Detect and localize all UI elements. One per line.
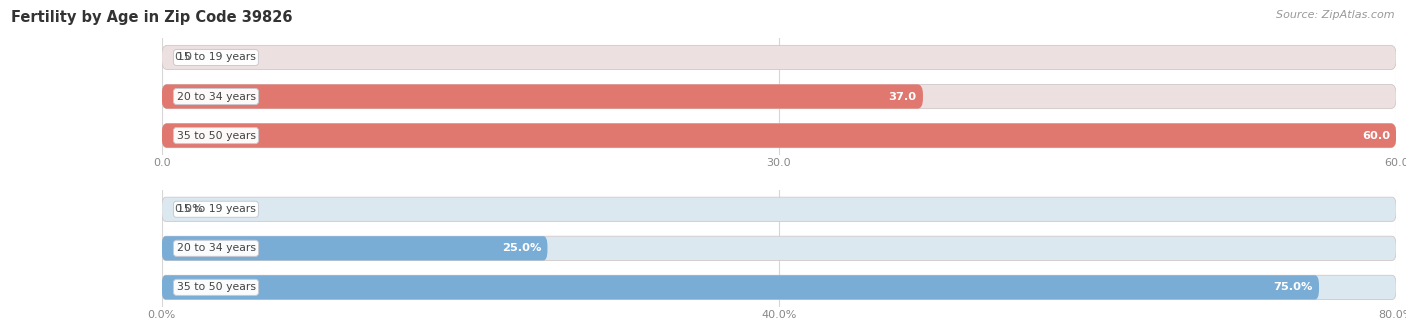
Text: Source: ZipAtlas.com: Source: ZipAtlas.com [1277, 10, 1395, 20]
FancyBboxPatch shape [162, 84, 1396, 109]
FancyBboxPatch shape [162, 236, 1396, 260]
FancyBboxPatch shape [162, 84, 922, 109]
Text: 60.0: 60.0 [1362, 131, 1391, 141]
FancyBboxPatch shape [162, 275, 1396, 300]
Text: 20 to 34 years: 20 to 34 years [177, 243, 256, 253]
Text: 75.0%: 75.0% [1274, 282, 1313, 292]
FancyBboxPatch shape [162, 123, 1396, 148]
Text: 35 to 50 years: 35 to 50 years [177, 131, 256, 141]
FancyBboxPatch shape [162, 45, 1396, 70]
FancyBboxPatch shape [162, 236, 547, 260]
Text: 20 to 34 years: 20 to 34 years [177, 91, 256, 102]
Text: Fertility by Age in Zip Code 39826: Fertility by Age in Zip Code 39826 [11, 10, 292, 25]
Text: 25.0%: 25.0% [502, 243, 541, 253]
Text: 15 to 19 years: 15 to 19 years [177, 204, 256, 214]
Text: 0.0%: 0.0% [174, 204, 202, 214]
Text: 15 to 19 years: 15 to 19 years [177, 52, 256, 62]
Text: 0.0: 0.0 [174, 52, 193, 62]
Text: 35 to 50 years: 35 to 50 years [177, 282, 256, 292]
FancyBboxPatch shape [162, 123, 1396, 148]
FancyBboxPatch shape [162, 197, 1396, 221]
FancyBboxPatch shape [162, 275, 1319, 300]
Text: 37.0: 37.0 [889, 91, 917, 102]
